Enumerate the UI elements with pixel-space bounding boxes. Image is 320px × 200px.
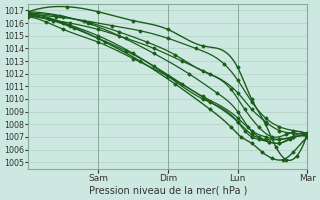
X-axis label: Pression niveau de la mer( hPa ): Pression niveau de la mer( hPa ) [89,186,247,196]
